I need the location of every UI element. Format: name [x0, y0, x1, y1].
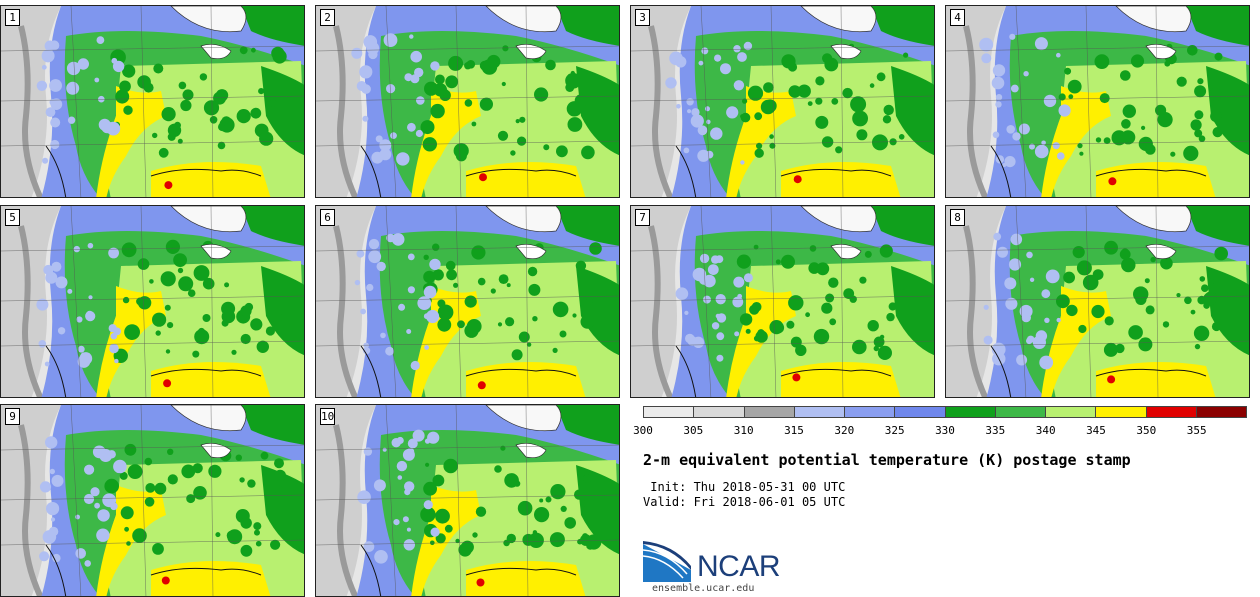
member-panel-6: 6: [315, 205, 620, 398]
member-number: 4: [950, 9, 965, 26]
member-number: 7: [635, 209, 650, 226]
colorbar-bin: [744, 407, 795, 417]
member-number: 3: [635, 9, 650, 26]
colorbar-bin: [895, 407, 946, 417]
colorbar-tick-label: 330: [935, 424, 955, 437]
colorbar-bin: [644, 407, 695, 417]
ncar-logo-icon: [643, 541, 691, 582]
member-number: 2: [320, 9, 335, 26]
member-panel-5: 5: [0, 205, 305, 398]
valid-time: Valid: Fri 2018-06-01 05 UTC: [643, 495, 846, 509]
theta-e-map: [946, 6, 1249, 197]
chart-title: 2-m equivalent potential temperature (K)…: [643, 451, 1131, 469]
member-number: 5: [5, 209, 20, 226]
theta-e-map: [946, 206, 1249, 397]
theta-e-map: [316, 405, 619, 596]
colorbar: [643, 406, 1247, 418]
member-panel-10: 10: [315, 404, 620, 597]
site-url: ensemble.ucar.edu: [652, 583, 755, 594]
member-panel-9: 9: [0, 404, 305, 597]
member-number: 6: [320, 209, 335, 226]
member-number: 8: [950, 209, 965, 226]
colorbar-tick-label: 310: [733, 424, 754, 437]
colorbar-tick-label: 325: [884, 424, 905, 437]
member-panel-1: 1: [0, 5, 305, 198]
init-time: Init: Thu 2018-05-31 00 UTC: [643, 480, 846, 494]
colorbar-bin: [945, 407, 996, 417]
colorbar-bin: [1046, 407, 1097, 417]
member-panel-2: 2: [315, 5, 620, 198]
theta-e-map: [1, 405, 304, 596]
colorbar-bin: [1146, 407, 1197, 417]
colorbar-tick-label: 315: [784, 424, 804, 437]
theta-e-map: [1, 206, 304, 397]
member-panel-3: 3: [630, 5, 935, 198]
theta-e-map: [631, 206, 934, 397]
member-panel-8: 8: [945, 205, 1250, 398]
colorbar-bin: [1096, 407, 1147, 417]
theta-e-map: [631, 6, 934, 197]
member-panel-7: 7: [630, 205, 935, 398]
theta-e-map: [316, 6, 619, 197]
colorbar-bin: [694, 407, 745, 417]
colorbar-tick-label: 320: [834, 424, 855, 437]
colorbar-bin: [1196, 407, 1246, 417]
colorbar-tick-label: 355: [1186, 424, 1207, 437]
member-number: 1: [5, 9, 20, 26]
member-panel-4: 4: [945, 5, 1250, 198]
member-number: 9: [5, 408, 20, 425]
colorbar-bin: [995, 407, 1046, 417]
colorbar-tick-label: 335: [985, 424, 1006, 437]
theta-e-map: [316, 206, 619, 397]
colorbar-tick-label: 350: [1136, 424, 1157, 437]
colorbar-tick-label: 340: [1035, 424, 1056, 437]
colorbar-tick-label: 305: [683, 424, 704, 437]
theta-e-map: [1, 6, 304, 197]
colorbar-bin: [794, 407, 845, 417]
colorbar-tick-label: 345: [1086, 424, 1106, 437]
colorbar-bin: [845, 407, 896, 417]
member-number: 10: [320, 408, 335, 425]
colorbar-tick-label: 300: [633, 424, 653, 437]
ncar-logo-text: NCAR: [697, 550, 781, 583]
